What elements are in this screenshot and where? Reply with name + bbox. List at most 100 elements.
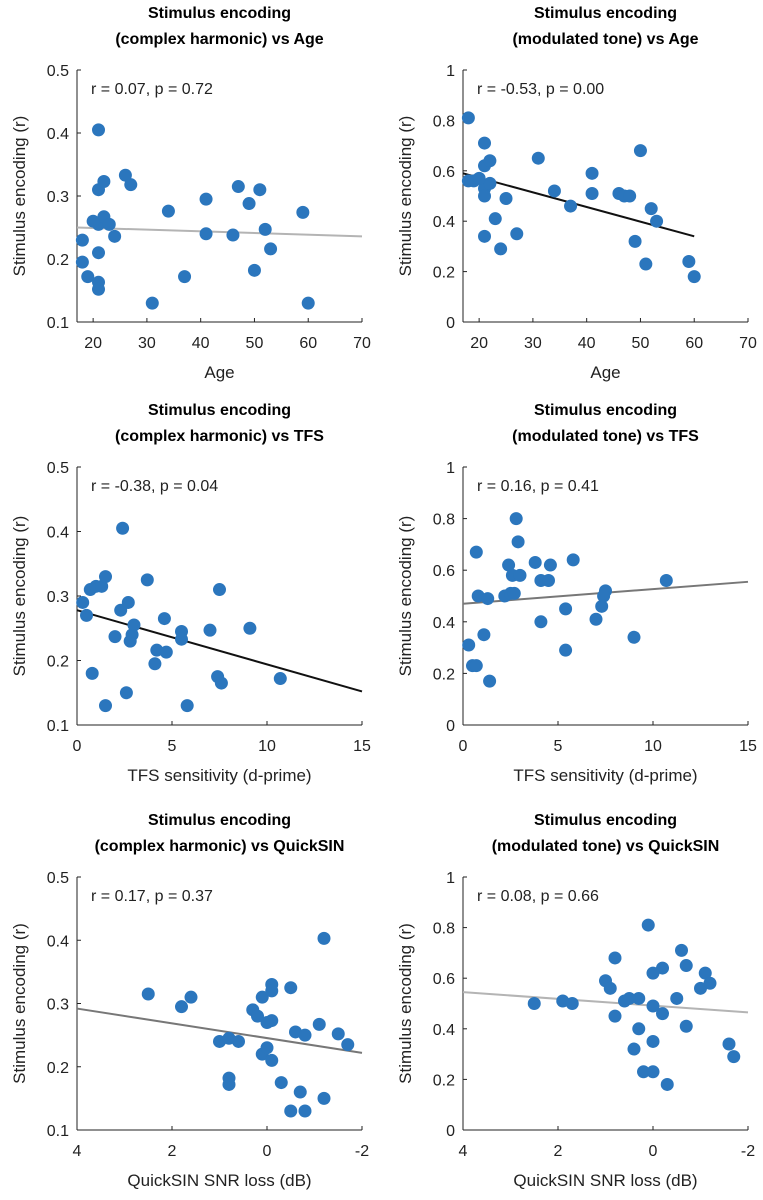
annotation: r = -0.53, p = 0.00 (477, 81, 604, 98)
y-tick-label: 0.3 (47, 589, 69, 606)
data-point (488, 212, 502, 226)
x-tick-label: 30 (524, 335, 542, 352)
data-point (528, 555, 542, 569)
x-tick-label: 40 (192, 335, 210, 352)
data-point (478, 136, 492, 150)
y-tick-label: 0.8 (433, 113, 455, 130)
annotation: r = 0.08, p = 0.66 (477, 888, 599, 905)
data-point (511, 535, 525, 549)
x-axis-label: Age (590, 363, 620, 382)
data-point (260, 1015, 274, 1029)
x-tick-label: 30 (138, 335, 156, 352)
data-point (296, 205, 310, 219)
data-point (108, 630, 122, 644)
data-point (603, 981, 617, 995)
x-tick-label: -2 (355, 1143, 369, 1160)
data-point (646, 966, 660, 980)
data-point (232, 1034, 245, 1048)
trend-line (76, 1007, 363, 1054)
data-point (119, 686, 133, 700)
x-tick-label: 5 (168, 738, 177, 755)
x-tick-label: 10 (258, 738, 276, 755)
y-tick-label: 1 (446, 460, 455, 477)
data-point (86, 214, 100, 228)
data-point (679, 1019, 693, 1033)
data-point (301, 296, 315, 310)
x-tick-label: 0 (459, 738, 468, 755)
y-tick-label: 0.2 (433, 666, 455, 683)
data-point (483, 176, 497, 190)
data-point (184, 990, 198, 1004)
data-point (298, 1104, 312, 1118)
chart-title: Stimulus encoding (534, 5, 677, 22)
data-point (547, 184, 561, 198)
x-tick-label: 70 (353, 335, 371, 352)
y-tick-label: 1 (446, 63, 455, 80)
data-point (494, 242, 508, 256)
y-tick-label: 0.4 (47, 126, 69, 143)
data-point (639, 257, 653, 271)
data-point (247, 263, 261, 277)
y-axis-label: Stimulus encoding (r) (396, 923, 415, 1084)
data-point (499, 192, 513, 206)
chart-title: (modulated tone) vs Age (512, 31, 698, 48)
data-point (175, 632, 188, 646)
data-point (75, 255, 89, 269)
y-tick-label: 0.6 (433, 164, 455, 181)
data-point (462, 638, 476, 652)
data-point (585, 186, 599, 200)
data-point (627, 630, 641, 644)
data-point (157, 612, 171, 626)
data-point (682, 255, 696, 269)
chart-title: Stimulus encoding (148, 812, 291, 829)
annotation: r = 0.16, p = 0.41 (477, 478, 599, 495)
data-point (121, 595, 135, 609)
y-tick-label: 0.4 (433, 1022, 455, 1039)
y-tick-label: 0.4 (433, 615, 455, 632)
y-tick-label: 0.2 (47, 252, 69, 269)
y-tick-label: 0.3 (47, 189, 69, 206)
data-point (670, 991, 684, 1005)
y-tick-label: 0.8 (433, 921, 455, 938)
data-point (284, 981, 298, 995)
data-point (644, 202, 658, 216)
data-point (243, 621, 257, 635)
data-point (627, 1042, 641, 1056)
y-tick-label: 0 (446, 315, 455, 332)
data-point (265, 984, 279, 998)
data-point (478, 229, 492, 243)
x-axis-label: Age (204, 363, 234, 382)
data-point (264, 242, 278, 256)
y-tick-label: 0.2 (47, 1060, 69, 1077)
x-tick-label: 60 (299, 335, 317, 352)
data-point (650, 214, 664, 228)
y-tick-label: 0 (446, 1123, 455, 1140)
data-point (694, 981, 707, 995)
data-point (513, 568, 527, 582)
data-point (80, 608, 93, 622)
y-tick-label: 0.2 (433, 1072, 455, 1089)
chart-title: Stimulus encoding (148, 402, 291, 419)
data-point (159, 645, 173, 659)
x-tick-label: 50 (246, 335, 264, 352)
data-point (481, 592, 495, 606)
data-point (145, 296, 159, 310)
data-point (231, 180, 245, 194)
chart-title: (complex harmonic) vs QuickSIN (95, 838, 345, 855)
data-point (565, 997, 579, 1010)
data-point (92, 246, 106, 260)
data-point (722, 1037, 736, 1051)
y-tick-label: 1 (446, 870, 455, 887)
data-point (597, 589, 611, 603)
data-point (116, 521, 130, 535)
x-tick-label: 5 (554, 738, 563, 755)
data-point (317, 1091, 331, 1105)
data-point (646, 1034, 660, 1048)
x-tick-label: 15 (739, 738, 757, 755)
data-point (646, 999, 660, 1013)
data-point (472, 171, 486, 185)
data-point (687, 270, 701, 284)
data-point (564, 199, 578, 213)
y-tick-label: 0.5 (47, 870, 69, 887)
data-point (622, 991, 636, 1005)
